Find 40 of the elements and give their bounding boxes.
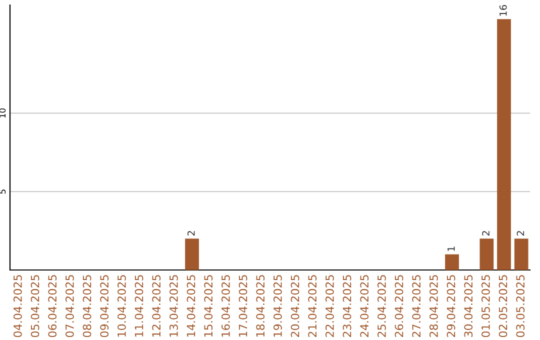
x-tick-label: 13.04.2025 (169, 275, 178, 337)
x-tick-label: 06.04.2025 (48, 275, 57, 338)
x-tick-label: 24.04.2025 (360, 275, 369, 337)
x-tick-label: 08.04.2025 (82, 275, 92, 338)
x-tick-label: 07.04.2025 (65, 275, 74, 338)
x-tick-label: 11.04.2025 (134, 275, 144, 337)
x-tick-label: 19.04.2025 (273, 275, 282, 337)
x-tick-label: 26.04.2025 (394, 275, 404, 337)
x-tick-label: 21.04.2025 (308, 275, 317, 337)
data-label: 1 (448, 246, 455, 251)
bar (445, 254, 459, 270)
x-tick-label: 10.04.2025 (117, 275, 126, 337)
x-tick-label: 25.04.2025 (377, 275, 386, 337)
x-tick-label: 22.04.2025 (325, 275, 334, 337)
x-tick-label: 28.04.2025 (429, 275, 438, 337)
x-tick-label: 18.04.2025 (256, 275, 265, 337)
bar (480, 238, 494, 270)
x-tick-label: 14.04.2025 (186, 275, 196, 337)
x-tick-label: 02.05.2025 (498, 275, 508, 338)
x-tick-label: 16.04.2025 (221, 275, 230, 337)
x-tick-label: 29.04.2025 (446, 275, 456, 337)
x-tick-label: 17.04.2025 (238, 275, 248, 337)
x-tick-label: 04.04.2025 (13, 275, 22, 338)
x-tick-label: 30.04.2025 (464, 275, 473, 337)
x-tick-label: 15.04.2025 (204, 275, 213, 337)
x-tick-label: 01.05.2025 (481, 275, 490, 338)
bar (514, 238, 528, 270)
x-tick-label: 23.04.2025 (342, 275, 352, 337)
x-tick-label: 05.04.2025 (30, 275, 40, 338)
data-label: 2 (482, 231, 490, 236)
data-label: 16 (499, 5, 507, 16)
x-tick-label: 20.04.2025 (290, 275, 300, 337)
x-tick-label: 03.05.2025 (516, 275, 525, 338)
x-tick-label: 12.04.2025 (152, 275, 161, 337)
data-label: 2 (187, 231, 195, 236)
bar (497, 19, 511, 270)
bar (185, 238, 199, 270)
x-tick-label: 27.04.2025 (412, 275, 421, 337)
x-tick-label: 09.04.2025 (100, 275, 109, 338)
data-label: 2 (516, 231, 524, 236)
